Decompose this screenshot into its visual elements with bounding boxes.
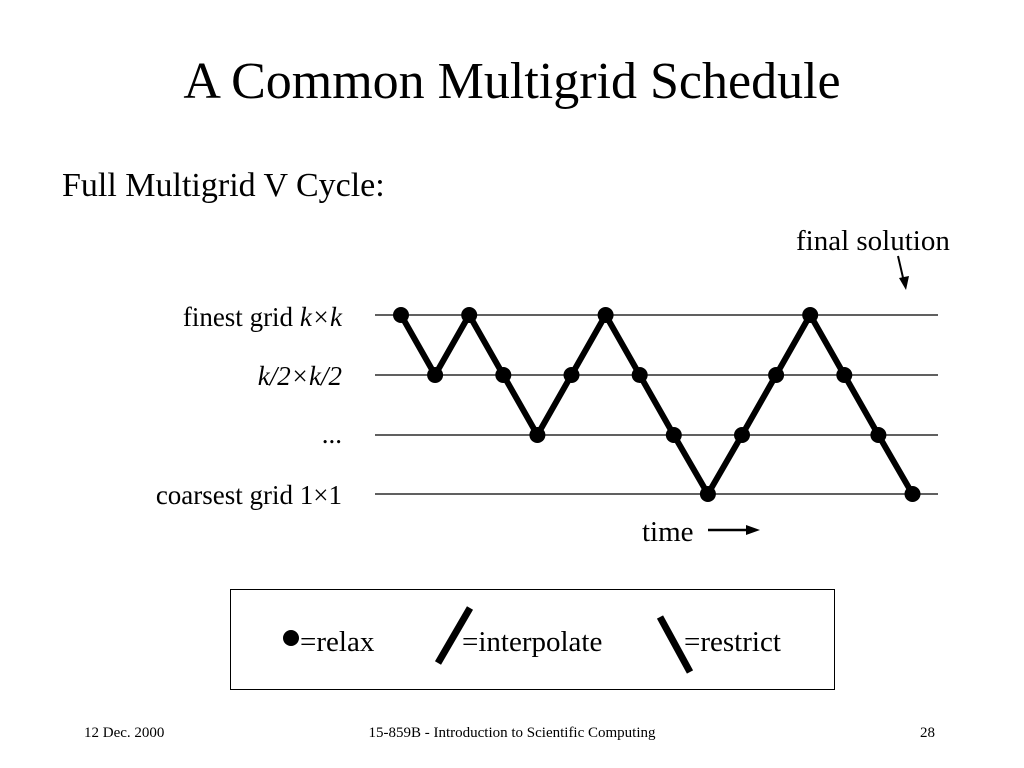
relax-point bbox=[768, 367, 785, 383]
interpolate-segment bbox=[432, 312, 473, 378]
legend-interpolate-line-icon bbox=[434, 606, 474, 665]
interpolate-segment bbox=[534, 372, 575, 438]
restrict-segment bbox=[670, 432, 711, 497]
relax-point bbox=[427, 367, 444, 383]
final-solution-label: final solution bbox=[796, 225, 950, 257]
schedule-points bbox=[393, 307, 921, 502]
restrict-segment bbox=[466, 312, 507, 378]
relax-point bbox=[904, 486, 921, 502]
level-label-half: k/2×k/2 bbox=[258, 360, 342, 392]
level-label-finest-math: k×k bbox=[299, 302, 342, 332]
interpolate-segment bbox=[568, 312, 609, 378]
slide-title: A Common Multigrid Schedule bbox=[183, 53, 841, 110]
restrict-segment bbox=[841, 372, 882, 438]
relax-point bbox=[836, 367, 853, 383]
level-label-coarsest: coarsest grid 1×1 bbox=[156, 479, 342, 511]
final-solution-arrow bbox=[897, 255, 909, 290]
level-label-half-math: k/2×k/2 bbox=[257, 361, 342, 391]
level-label-ellipsis-text: ... bbox=[321, 419, 342, 449]
level-label-finest: finest grid k×k bbox=[183, 301, 342, 333]
relax-point bbox=[495, 367, 512, 383]
schedule-path bbox=[398, 312, 916, 497]
relax-point bbox=[802, 307, 819, 323]
restrict-segment bbox=[875, 432, 916, 497]
restrict-segment bbox=[398, 312, 439, 378]
legend-box bbox=[230, 589, 835, 690]
footer-course: 15-859B - Introduction to Scientific Com… bbox=[368, 725, 656, 741]
footer-date: 12 Dec. 2000 bbox=[84, 725, 165, 741]
legend-restrict-line-icon bbox=[656, 615, 694, 674]
level-label-coarsest-text: coarsest grid 1×1 bbox=[155, 480, 342, 510]
interpolate-segment bbox=[773, 312, 814, 378]
legend-relax-label: =relax bbox=[300, 626, 375, 658]
relax-point bbox=[529, 427, 546, 443]
restrict-segment bbox=[807, 312, 848, 378]
level-label-ellipsis: ... bbox=[322, 418, 342, 450]
relax-point bbox=[665, 427, 682, 443]
interpolate-segment bbox=[739, 372, 780, 438]
footer-page-number: 28 bbox=[920, 725, 935, 741]
level-label-finest-text: finest grid bbox=[182, 302, 300, 332]
legend-interpolate-label: =interpolate bbox=[462, 626, 603, 658]
slide-subtitle: Full Multigrid V Cycle: bbox=[62, 167, 385, 204]
relax-point bbox=[597, 307, 614, 323]
relax-point bbox=[461, 307, 478, 323]
legend-relax-dot-icon bbox=[283, 630, 299, 646]
relax-point bbox=[870, 427, 887, 443]
relax-point bbox=[563, 367, 580, 383]
interpolate-segment bbox=[704, 432, 745, 497]
relax-point bbox=[699, 486, 716, 502]
time-label: time bbox=[642, 516, 694, 548]
time-arrow bbox=[708, 525, 760, 535]
restrict-segment bbox=[500, 372, 541, 438]
restrict-segment bbox=[636, 372, 677, 438]
relax-point bbox=[734, 427, 750, 443]
restrict-segment bbox=[602, 312, 643, 378]
relax-point bbox=[393, 307, 409, 323]
legend-restrict-label: =restrict bbox=[684, 626, 781, 658]
relax-point bbox=[631, 367, 648, 383]
